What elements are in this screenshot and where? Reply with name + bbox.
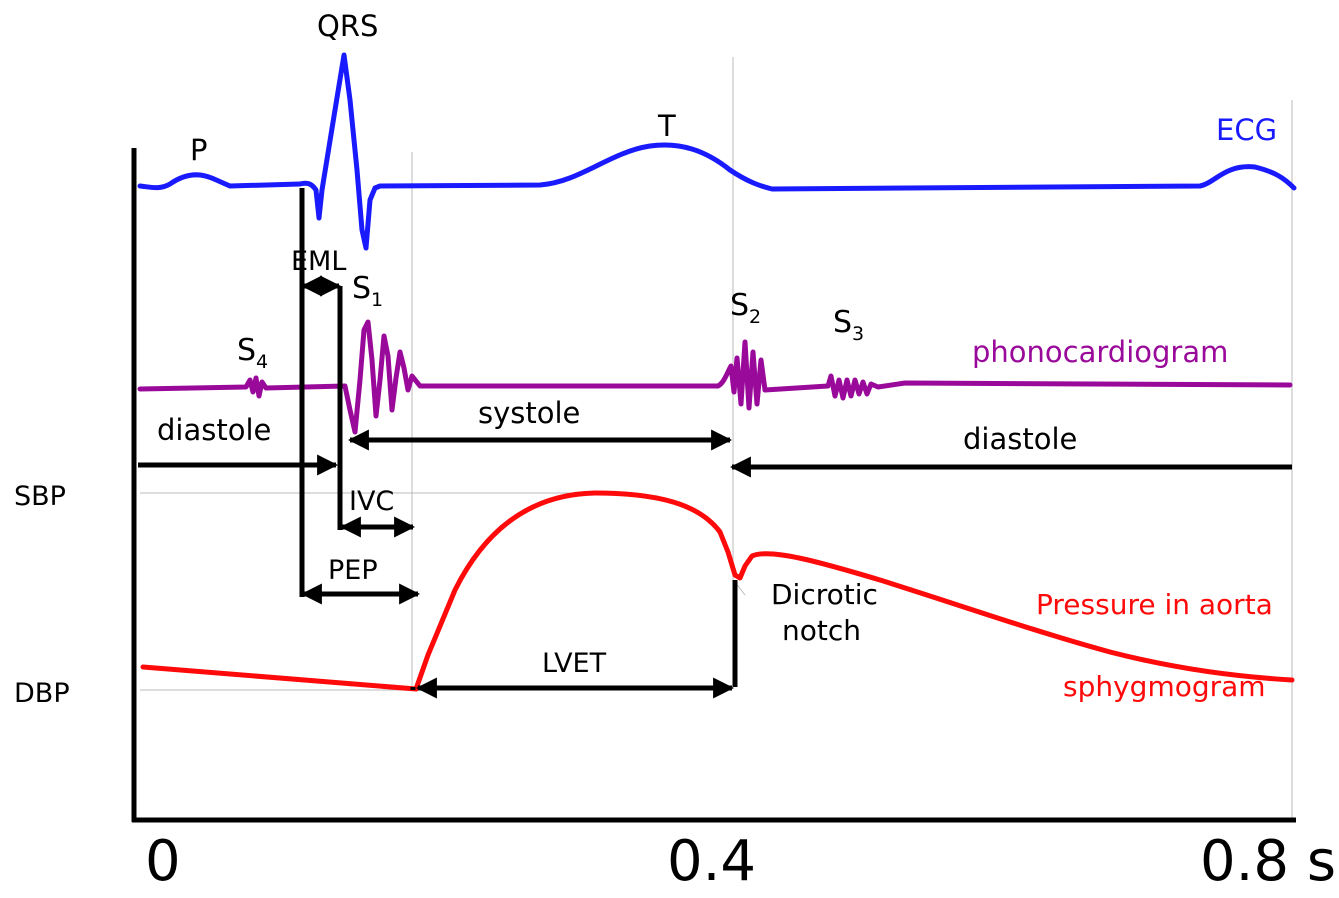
ivc-label: IVC: [349, 486, 394, 517]
pressure-aorta-label: Pressure in aorta: [1036, 588, 1273, 621]
s1-label: S1: [352, 271, 383, 311]
lvet-label: LVET: [542, 648, 607, 679]
x-tick-0-8: 0.8 s: [1200, 829, 1336, 894]
x-tick-0-4: 0.4: [667, 829, 756, 894]
x-tick-0: 0: [145, 829, 181, 894]
t-wave-label: T: [657, 109, 676, 143]
s2-label: S2: [730, 288, 761, 328]
ecg-trace: [137, 52, 1297, 251]
phonocardiogram-label: phonocardiogram: [972, 335, 1228, 369]
dicrotic-notch-label-line1: Dicrotic: [771, 578, 878, 611]
aortic-pressure-trace: [140, 490, 1295, 692]
dicrotic-notch-label-line2: notch: [782, 614, 861, 647]
y-label-dbp: DBP: [14, 678, 70, 709]
pep-label: PEP: [328, 555, 378, 586]
diastole-left-label: diastole: [157, 413, 271, 447]
diastole-right-label: diastole: [963, 422, 1077, 456]
s4-label: S4: [237, 333, 268, 373]
axes: [131, 148, 1296, 823]
qrs-label: QRS: [317, 9, 378, 43]
sphygmogram-label: sphygmogram: [1063, 670, 1266, 703]
ecg-label: ECG: [1216, 113, 1277, 147]
s3-label: S3: [833, 305, 864, 345]
eml-label: EML: [291, 246, 346, 277]
y-label-sbp: SBP: [14, 481, 66, 512]
interval-arrows: [138, 188, 1292, 699]
p-wave-label: P: [190, 133, 208, 167]
systole-label: systole: [478, 396, 580, 430]
